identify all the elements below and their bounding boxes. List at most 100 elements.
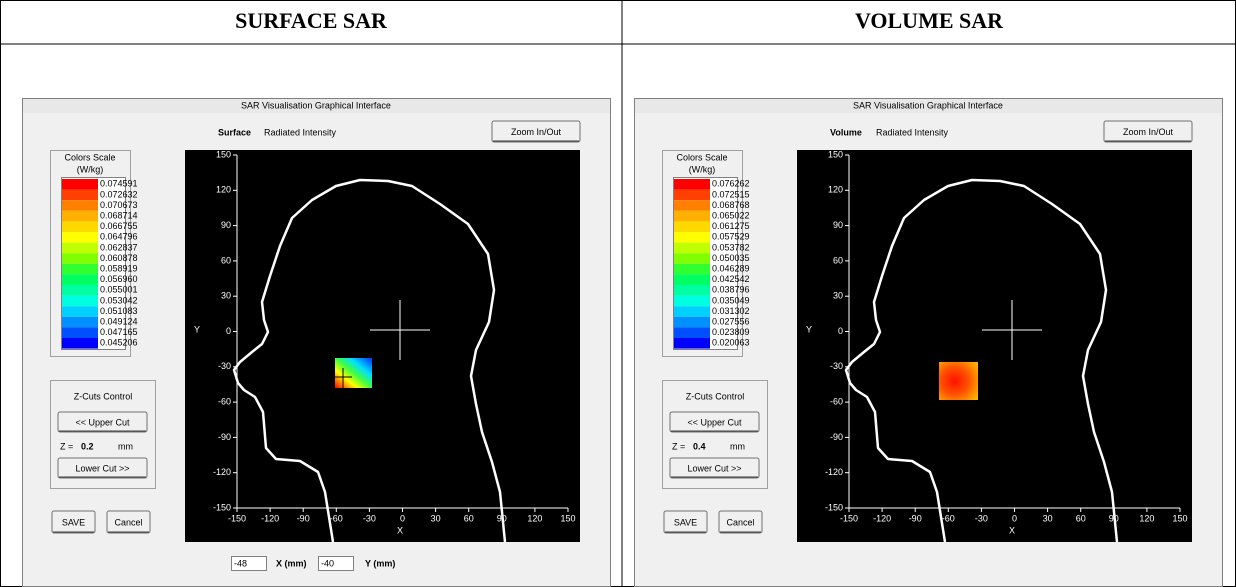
x-tick-label: -30 xyxy=(975,513,988,523)
y-tick-label: 120 xyxy=(828,185,843,195)
y-tick-label: -90 xyxy=(218,432,231,442)
scale-swatch xyxy=(674,338,710,349)
mode-subtitle: Radiated Intensity xyxy=(876,127,949,137)
scale-swatch xyxy=(674,179,710,190)
z-unit: mm xyxy=(118,441,133,451)
scale-value: 0.047165 xyxy=(100,327,138,337)
sar-patch xyxy=(335,358,372,388)
scale-swatch xyxy=(674,221,710,232)
x-tick-label: 60 xyxy=(1076,513,1086,523)
scale-swatch xyxy=(62,274,98,285)
x-tick-label: 0 xyxy=(400,513,405,523)
y-input-value[interactable]: -40 xyxy=(321,558,334,568)
y-axis-label: Y xyxy=(806,324,812,334)
scale-value: 0.058919 xyxy=(100,263,138,273)
scale-value: 0.051083 xyxy=(100,306,138,316)
scale-value: 0.053042 xyxy=(100,295,138,305)
y-input-label: Y (mm) xyxy=(365,558,395,568)
scale-swatch xyxy=(62,296,98,307)
mode: Surface xyxy=(218,127,251,137)
plot-area xyxy=(797,150,1192,542)
lower-cut-button-label: Lower Cut >> xyxy=(75,463,129,473)
column-header: SURFACE SAR xyxy=(235,8,388,33)
y-tick-label: -60 xyxy=(830,396,843,406)
x-input-value[interactable]: -48 xyxy=(234,558,247,568)
scale-swatch xyxy=(62,285,98,296)
scale-value: 0.023809 xyxy=(712,327,750,337)
scale-value: 0.055001 xyxy=(100,285,138,295)
x-axis-label: X xyxy=(397,525,403,535)
sar-window: SAR Visualisation Graphical InterfaceVol… xyxy=(635,99,1223,587)
scale-value: 0.070673 xyxy=(100,200,138,210)
save-button-label[interactable]: SAVE xyxy=(62,517,85,527)
scale-swatch xyxy=(674,317,710,328)
z-label: Z = xyxy=(60,441,73,451)
y-tick-label: 60 xyxy=(833,255,843,265)
y-tick-label: -30 xyxy=(830,361,843,371)
x-tick-label: 150 xyxy=(560,513,575,523)
y-tick-label: -30 xyxy=(218,361,231,371)
scale-value: 0.066755 xyxy=(100,221,138,231)
scale-swatch xyxy=(62,232,98,243)
scale-value: 0.038796 xyxy=(712,285,750,295)
lower-cut-button-label: Lower Cut >> xyxy=(687,463,741,473)
scale-value: 0.057529 xyxy=(712,232,750,242)
y-tick-label: 0 xyxy=(226,326,231,336)
scale-value: 0.074591 xyxy=(100,179,138,189)
scale-value: 0.050035 xyxy=(712,253,750,263)
zoom-button-label[interactable]: Zoom In/Out xyxy=(511,127,562,137)
x-input-label: X (mm) xyxy=(276,558,307,568)
window-title: SAR Visualisation Graphical Interface xyxy=(241,100,391,110)
scale-swatch xyxy=(62,253,98,264)
scale-value: 0.020063 xyxy=(712,338,750,348)
x-tick-label: 120 xyxy=(527,513,542,523)
save-button-label[interactable]: SAVE xyxy=(674,517,697,527)
x-tick-label: -150 xyxy=(840,513,858,523)
y-tick-label: 150 xyxy=(216,149,231,159)
scale-value: 0.064796 xyxy=(100,232,138,242)
y-tick-label: -120 xyxy=(213,467,231,477)
scale-swatch xyxy=(674,190,710,201)
scale-value: 0.060878 xyxy=(100,253,138,263)
upper-cut-button-label: << Upper Cut xyxy=(75,417,130,427)
x-tick-label: -60 xyxy=(330,513,343,523)
z-value: 0.2 xyxy=(81,441,94,451)
scale-swatch xyxy=(674,232,710,243)
scale-swatch xyxy=(674,285,710,296)
x-tick-label: -90 xyxy=(909,513,922,523)
y-axis-label: Y xyxy=(194,324,200,334)
zoom-button-label[interactable]: Zoom In/Out xyxy=(1123,127,1174,137)
scale-swatch xyxy=(674,296,710,307)
scale-swatch xyxy=(62,317,98,328)
scale-swatch xyxy=(674,243,710,254)
cancel-button-label[interactable]: Cancel xyxy=(114,517,142,527)
y-tick-label: 30 xyxy=(833,291,843,301)
scale-value: 0.042542 xyxy=(712,274,750,284)
y-tick-label: 30 xyxy=(221,291,231,301)
page: SURFACE SAR VOLUME SAR SAR Visualisation… xyxy=(0,0,1236,587)
scale-swatch xyxy=(62,211,98,222)
scale-value: 0.065022 xyxy=(712,210,750,220)
z-label: Z = xyxy=(672,441,685,451)
scale-swatch xyxy=(674,200,710,211)
scale-swatch xyxy=(674,274,710,285)
y-tick-label: -60 xyxy=(218,396,231,406)
upper-cut-button-label[interactable]: << Upper Cut xyxy=(687,417,742,427)
scale-title: Colors Scale xyxy=(64,152,115,162)
x-tick-label: 0 xyxy=(1012,513,1017,523)
x-tick-label: -90 xyxy=(297,513,310,523)
scale-swatch xyxy=(674,253,710,264)
x-tick-label: -120 xyxy=(873,513,891,523)
x-tick-label: 30 xyxy=(431,513,441,523)
sar-patch xyxy=(939,362,978,400)
scale-value: 0.027556 xyxy=(712,316,750,326)
y-tick-label: 90 xyxy=(833,220,843,230)
scale-swatch xyxy=(674,264,710,275)
x-tick-label: -60 xyxy=(942,513,955,523)
scale-swatch xyxy=(674,327,710,338)
column-header: VOLUME SAR xyxy=(855,8,1004,33)
y-tick-label: 150 xyxy=(828,149,843,159)
x-axis-label: X xyxy=(1009,525,1015,535)
cancel-button-label[interactable]: Cancel xyxy=(726,517,754,527)
x-tick-label: 30 xyxy=(1043,513,1053,523)
